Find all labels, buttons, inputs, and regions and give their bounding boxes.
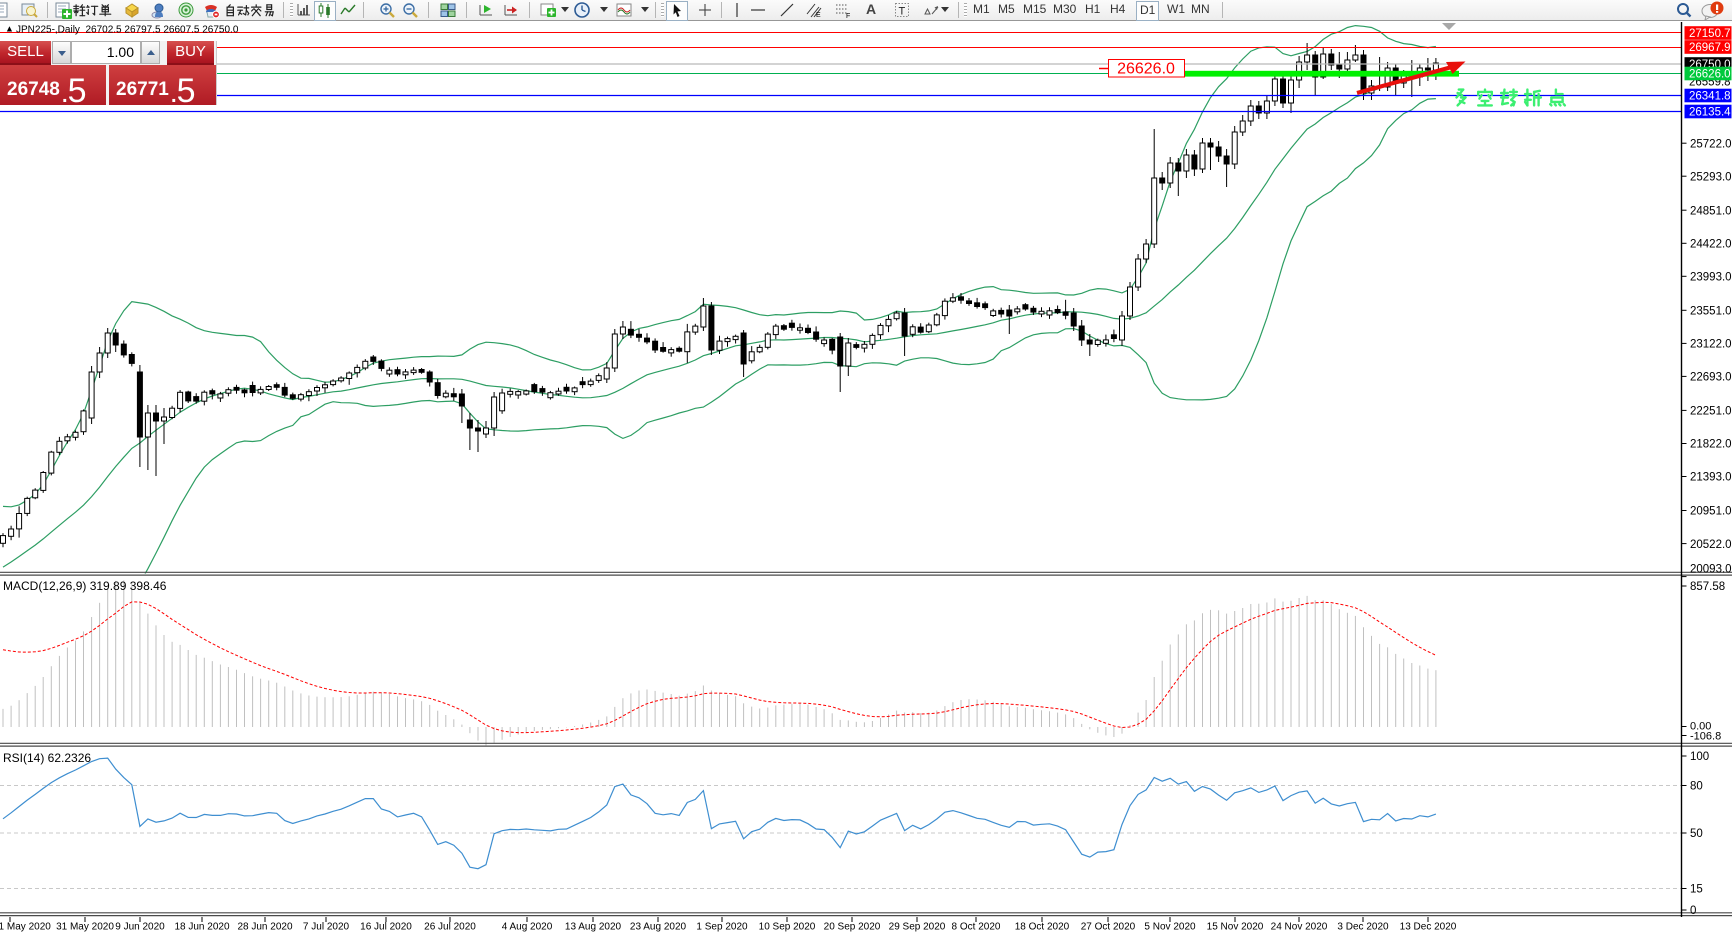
svg-text:24 Nov 2020: 24 Nov 2020 [1271,922,1328,933]
svg-text:50: 50 [1690,828,1703,840]
svg-text:22693.0: 22693.0 [1690,372,1732,384]
svg-text:80: 80 [1690,781,1703,793]
svg-text:8 Oct 2020: 8 Oct 2020 [952,922,1001,933]
svg-text:20522.0: 20522.0 [1690,539,1732,551]
svg-text:25722.0: 25722.0 [1690,138,1732,150]
svg-text:3 Dec 2020: 3 Dec 2020 [1337,922,1389,933]
svg-text:20 Sep 2020: 20 Sep 2020 [824,922,881,933]
svg-text:100: 100 [1690,751,1709,763]
svg-text:F: F [846,13,850,19]
svg-text:27 Oct 2020: 27 Oct 2020 [1081,922,1136,933]
svg-text:23 Aug 2020: 23 Aug 2020 [630,922,687,933]
svg-text:26626.0: 26626.0 [1689,69,1731,81]
svg-text:T: T [899,6,906,18]
svg-text:26626.0: 26626.0 [1117,61,1175,78]
svg-text:21393.0: 21393.0 [1690,472,1732,484]
svg-text:E: E [816,12,821,19]
svg-text:31 May 2020: 31 May 2020 [56,922,114,933]
svg-text:26135.4: 26135.4 [1689,107,1731,119]
svg-text:25293.0: 25293.0 [1690,171,1732,183]
svg-text:4 Aug 2020: 4 Aug 2020 [502,922,553,933]
svg-text:16 Jul 2020: 16 Jul 2020 [360,922,412,933]
svg-text:13 Dec 2020: 13 Dec 2020 [1400,922,1457,933]
svg-text:15: 15 [1690,884,1703,896]
svg-text:15 Nov 2020: 15 Nov 2020 [1207,922,1264,933]
svg-text:20951.0: 20951.0 [1690,506,1732,518]
svg-text:13 Aug 2020: 13 Aug 2020 [565,922,622,933]
svg-text:0.00: 0.00 [1690,721,1711,733]
svg-text:26967.9: 26967.9 [1689,42,1731,54]
svg-text:JPN225-,Daily 26702.5 26797.5: JPN225-,Daily 26702.5 26797.5 26607.5 26… [16,25,239,36]
svg-text:23993.0: 23993.0 [1690,272,1732,284]
svg-text:MACD(12,26,9) 319.89 398.46: MACD(12,26,9) 319.89 398.46 [3,579,167,593]
svg-text:10 Sep 2020: 10 Sep 2020 [759,922,816,933]
svg-text:27150.7: 27150.7 [1689,28,1731,40]
svg-text:24851.0: 24851.0 [1690,205,1732,217]
svg-text:18 Oct 2020: 18 Oct 2020 [1015,922,1070,933]
svg-text:-106.8: -106.8 [1690,731,1721,743]
svg-text:26341.8: 26341.8 [1689,91,1731,103]
svg-text:857.58: 857.58 [1690,581,1725,593]
svg-text:23551.0: 23551.0 [1690,306,1732,318]
svg-text:20093.0: 20093.0 [1690,564,1732,576]
svg-text:▲: ▲ [5,24,14,34]
svg-text:21822.0: 21822.0 [1690,439,1732,451]
svg-text:1 Sep 2020: 1 Sep 2020 [696,922,748,933]
svg-text:RSI(14) 62.2326: RSI(14) 62.2326 [3,751,91,765]
svg-text:5 Nov 2020: 5 Nov 2020 [1144,922,1196,933]
svg-text:24422.0: 24422.0 [1690,239,1732,251]
svg-text:0: 0 [1690,905,1696,917]
svg-text:26 Jul 2020: 26 Jul 2020 [424,922,476,933]
svg-text:29 Sep 2020: 29 Sep 2020 [889,922,946,933]
svg-text:21 May 2020: 21 May 2020 [0,922,51,933]
svg-text:9 Jun 2020: 9 Jun 2020 [115,922,165,933]
svg-text:7 Jul 2020: 7 Jul 2020 [303,922,350,933]
svg-text:18 Jun 2020: 18 Jun 2020 [174,922,229,933]
svg-text:23122.0: 23122.0 [1690,339,1732,351]
svg-text:22251.0: 22251.0 [1690,406,1732,418]
svg-text:28 Jun 2020: 28 Jun 2020 [237,922,292,933]
